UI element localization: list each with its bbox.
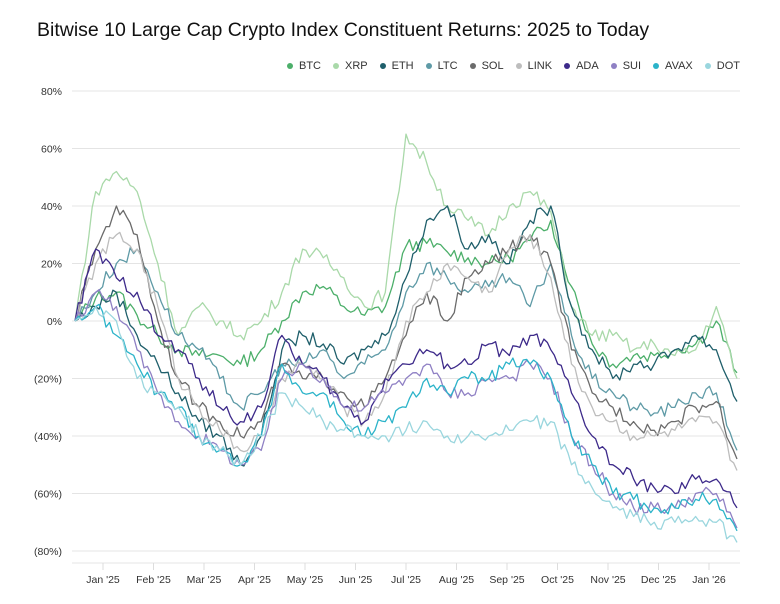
legend-dot-icon — [653, 63, 660, 69]
legend-dot-icon — [469, 63, 476, 69]
y-tick-label: 80% — [41, 86, 62, 98]
y-tick-label: 0% — [47, 316, 62, 328]
y-tick-label: (80%) — [34, 546, 62, 558]
y-tick-label: 40% — [41, 201, 62, 213]
x-tick-label: Aug '25 — [439, 574, 474, 586]
x-tick-label: Jul '25 — [391, 574, 421, 586]
legend-dot-icon — [425, 63, 432, 69]
legend: BTC XRP ETH LTC SOL LINK ADA SUI AVAX DOT — [287, 60, 740, 72]
x-tick-label: Feb '25 — [136, 574, 171, 586]
legend-dot-icon — [515, 63, 522, 69]
legend-label: ETH — [391, 60, 414, 72]
legend-label: LINK — [527, 60, 553, 72]
x-tick-label: Dec '25 — [641, 574, 676, 586]
y-tick-label: (40%) — [34, 431, 62, 443]
legend-dot-icon — [379, 63, 386, 69]
series-line-ltc — [74, 247, 738, 451]
legend-item-sol[interactable]: SOL — [469, 60, 504, 72]
series-line-sui — [74, 288, 738, 529]
series-line-eth — [74, 205, 738, 467]
chart-title: Bitwise 10 Large Cap Crypto Index Consti… — [37, 19, 650, 41]
x-tick-label: Apr '25 — [238, 574, 271, 586]
legend-label: BTC — [299, 60, 321, 72]
legend-dot-icon — [287, 63, 293, 69]
legend-label: SUI — [622, 60, 642, 72]
legend-label: LTC — [437, 60, 458, 72]
legend-dot-icon — [610, 63, 617, 69]
legend-dot-icon — [333, 63, 339, 69]
legend-dot-icon — [704, 63, 711, 69]
series-line-btc — [74, 219, 738, 374]
legend-item-btc[interactable]: BTC — [287, 60, 321, 72]
legend-label: AVAX — [665, 60, 693, 72]
y-tick-label: 20% — [41, 259, 62, 271]
legend-item-sui[interactable]: SUI — [610, 60, 642, 72]
y-tick-label: 60% — [41, 144, 62, 156]
x-tick-label: Jan '25 — [86, 574, 120, 586]
legend-label: DOT — [716, 60, 740, 72]
series-line-link — [74, 231, 738, 471]
series-line-dot — [74, 305, 738, 543]
x-tick-label: Oct '25 — [541, 574, 574, 586]
legend-label: ADA — [576, 60, 599, 72]
series-line-sol — [74, 205, 738, 460]
legend-item-avax[interactable]: AVAX — [653, 60, 693, 72]
legend-label: XRP — [345, 60, 368, 72]
x-tick-label: Nov '25 — [590, 574, 625, 586]
legend-item-ltc[interactable]: LTC — [425, 60, 458, 72]
series-line-xrp — [74, 133, 738, 379]
x-tick-label: May '25 — [287, 574, 324, 586]
legend-item-link[interactable]: LINK — [515, 60, 553, 72]
x-tick-label: Sep '25 — [489, 574, 524, 586]
series-line-avax — [74, 303, 738, 532]
x-tick-label: Mar '25 — [187, 574, 222, 586]
series-line-ada — [74, 248, 738, 509]
legend-item-eth[interactable]: ETH — [379, 60, 414, 72]
legend-dot-icon — [564, 63, 571, 69]
legend-item-ada[interactable]: ADA — [564, 60, 599, 72]
legend-item-xrp[interactable]: XRP — [333, 60, 368, 72]
x-tick-label: Jan '26 — [692, 574, 726, 586]
y-tick-label: (20%) — [34, 374, 62, 386]
x-tick-label: Jun '25 — [339, 574, 373, 586]
y-tick-label: (60%) — [34, 489, 62, 501]
legend-item-dot[interactable]: DOT — [704, 60, 740, 72]
legend-label: SOL — [481, 60, 504, 72]
